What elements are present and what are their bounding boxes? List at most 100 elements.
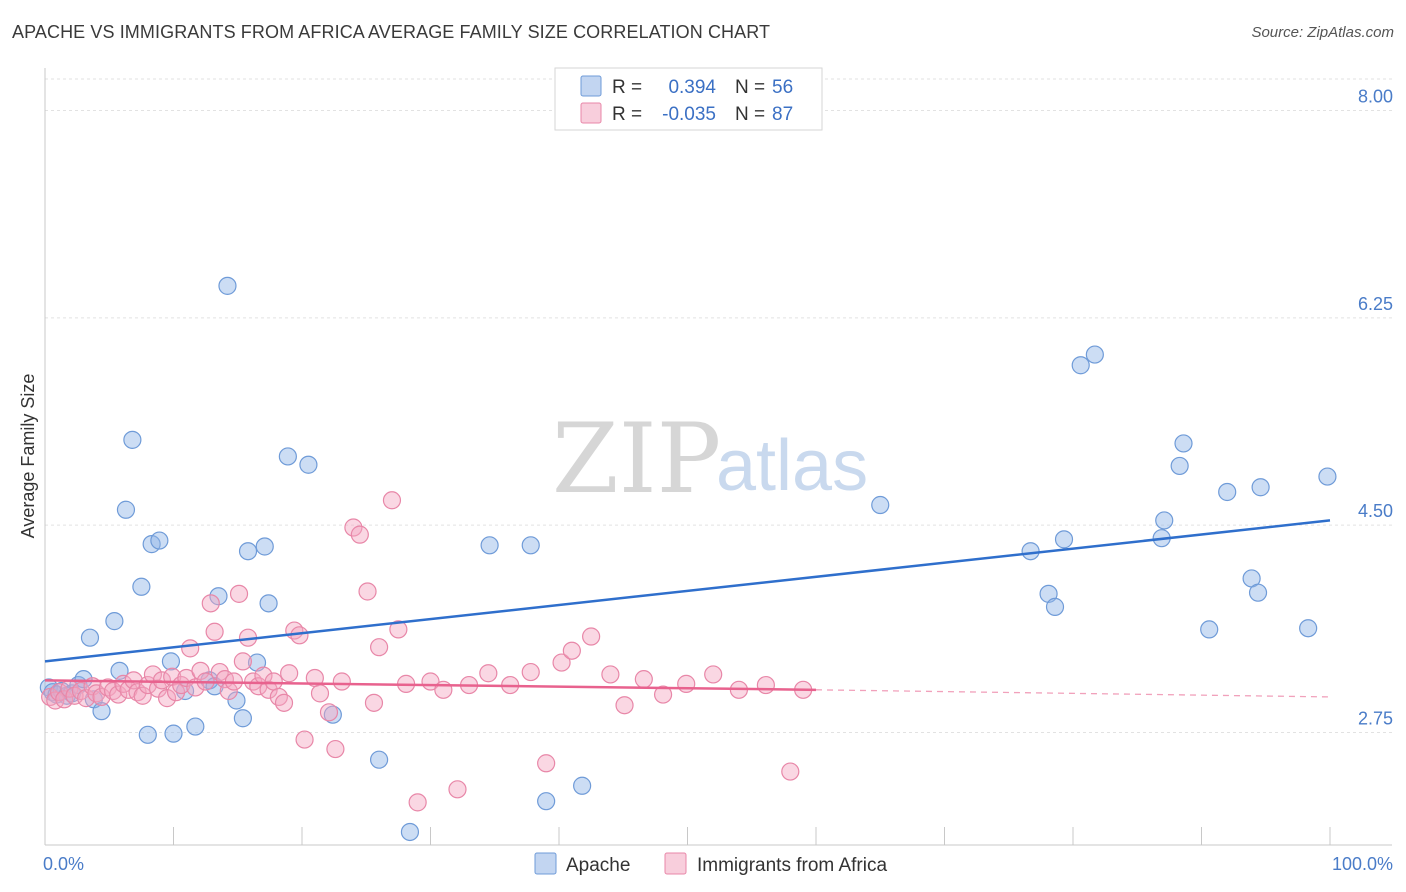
point-africa-81 xyxy=(677,674,696,693)
top-legend: R = 0.394 N = 56 R = -0.035 N = 87 xyxy=(554,67,823,131)
point-apache-15 xyxy=(132,577,151,596)
bottom-legend: Apache Immigrants from Africa xyxy=(534,852,887,876)
point-africa-76 xyxy=(582,627,601,646)
point-apache-40 xyxy=(537,792,556,811)
point-africa-47 xyxy=(274,693,294,712)
point-africa-46 xyxy=(269,687,288,707)
point-apache-52 xyxy=(1174,434,1193,453)
point-africa-77 xyxy=(601,665,620,684)
legend-swatch-apache xyxy=(580,75,602,97)
point-africa-32 xyxy=(201,594,220,613)
point-africa-65 xyxy=(408,793,427,812)
tick-labels: 2.75 4.50 6.25 8.00 0.0% 100.0% xyxy=(43,87,1393,874)
point-apache-53 xyxy=(1200,620,1219,639)
point-africa-79 xyxy=(634,670,653,689)
point-africa-74 xyxy=(552,653,571,672)
legend-n-label-africa: N = xyxy=(735,104,765,125)
point-apache-43 xyxy=(1021,542,1040,561)
point-africa-51 xyxy=(295,730,314,749)
point-africa-17 xyxy=(128,683,147,702)
point-africa-12 xyxy=(104,681,123,701)
point-apache-39 xyxy=(521,536,540,555)
x-tick-label-1: 100.0% xyxy=(1332,854,1393,874)
point-africa-45 xyxy=(264,672,283,691)
point-africa-55 xyxy=(326,739,345,759)
y-tick-label-0: 2.75 xyxy=(1358,708,1393,728)
point-africa-57 xyxy=(344,518,363,537)
chart-title: APACHE VS IMMIGRANTS FROM AFRICA AVERAGE… xyxy=(12,22,771,42)
point-apache-31 xyxy=(255,537,274,556)
data-points xyxy=(39,276,1337,842)
point-africa-56 xyxy=(332,672,351,691)
point-apache-47 xyxy=(1071,356,1090,375)
point-apache-22 xyxy=(186,717,205,736)
point-africa-23 xyxy=(157,689,177,708)
watermark: ZIP atlas xyxy=(552,403,868,515)
point-apache-7 xyxy=(74,670,93,689)
bottom-legend-label-africa: Immigrants from Africa xyxy=(697,855,887,876)
trend-line-africa xyxy=(44,679,817,692)
point-africa-0 xyxy=(41,687,60,707)
point-africa-38 xyxy=(229,584,249,603)
point-africa-13 xyxy=(109,685,128,704)
point-apache-8 xyxy=(80,628,100,647)
legend-swatch-africa xyxy=(580,102,602,124)
point-apache-50 xyxy=(1155,511,1174,530)
point-apache-13 xyxy=(116,500,136,519)
point-africa-61 xyxy=(370,638,389,657)
point-apache-14 xyxy=(123,430,142,449)
point-africa-18 xyxy=(133,686,152,705)
point-africa-28 xyxy=(181,639,200,658)
point-africa-14 xyxy=(114,674,133,693)
point-africa-7 xyxy=(77,689,96,708)
point-africa-82 xyxy=(704,665,723,684)
point-apache-27 xyxy=(227,691,246,710)
point-apache-42 xyxy=(871,495,890,515)
point-africa-63 xyxy=(389,620,408,639)
legend-r-label-apache: R = xyxy=(612,77,642,98)
axes xyxy=(44,68,1392,846)
point-apache-45 xyxy=(1045,597,1065,616)
point-africa-72 xyxy=(521,662,540,682)
point-africa-68 xyxy=(448,780,467,799)
point-africa-70 xyxy=(479,664,498,683)
series-apache xyxy=(39,276,1337,842)
legend-r-value-africa: -0.035 xyxy=(662,104,716,125)
point-apache-33 xyxy=(278,447,297,466)
point-africa-30 xyxy=(191,661,210,680)
point-africa-78 xyxy=(615,696,634,715)
trend-line-africa-extension xyxy=(815,689,1331,698)
point-africa-54 xyxy=(319,703,339,722)
point-apache-36 xyxy=(370,750,389,769)
y-tick-label-1: 4.50 xyxy=(1358,501,1393,521)
point-apache-58 xyxy=(1299,619,1318,638)
point-africa-33 xyxy=(205,622,224,641)
point-apache-32 xyxy=(259,594,278,613)
point-africa-85 xyxy=(781,762,800,781)
y-axis-label: Average Family Size xyxy=(18,374,38,539)
point-apache-28 xyxy=(233,709,252,728)
point-apache-41 xyxy=(573,776,592,795)
point-africa-62 xyxy=(382,491,402,510)
y-tick-label-2: 6.25 xyxy=(1358,294,1393,314)
point-apache-46 xyxy=(1054,530,1074,549)
point-apache-18 xyxy=(150,531,169,550)
point-africa-58 xyxy=(350,525,369,544)
point-africa-20 xyxy=(143,665,163,684)
point-apache-11 xyxy=(105,612,124,631)
legend-n-value-africa: 87 xyxy=(772,104,793,125)
point-africa-22 xyxy=(152,671,172,690)
watermark-zip: ZIP xyxy=(552,403,721,515)
point-apache-38 xyxy=(480,536,499,555)
point-apache-37 xyxy=(400,822,420,842)
point-apache-16 xyxy=(138,725,157,744)
bottom-legend-swatch-africa xyxy=(664,852,687,875)
legend-r-label-africa: R = xyxy=(612,104,642,125)
point-africa-11 xyxy=(98,678,118,697)
point-africa-73 xyxy=(537,754,556,773)
point-apache-59 xyxy=(1318,467,1337,486)
point-apache-54 xyxy=(1218,482,1237,502)
point-africa-53 xyxy=(310,684,330,703)
point-apache-19 xyxy=(161,652,181,671)
